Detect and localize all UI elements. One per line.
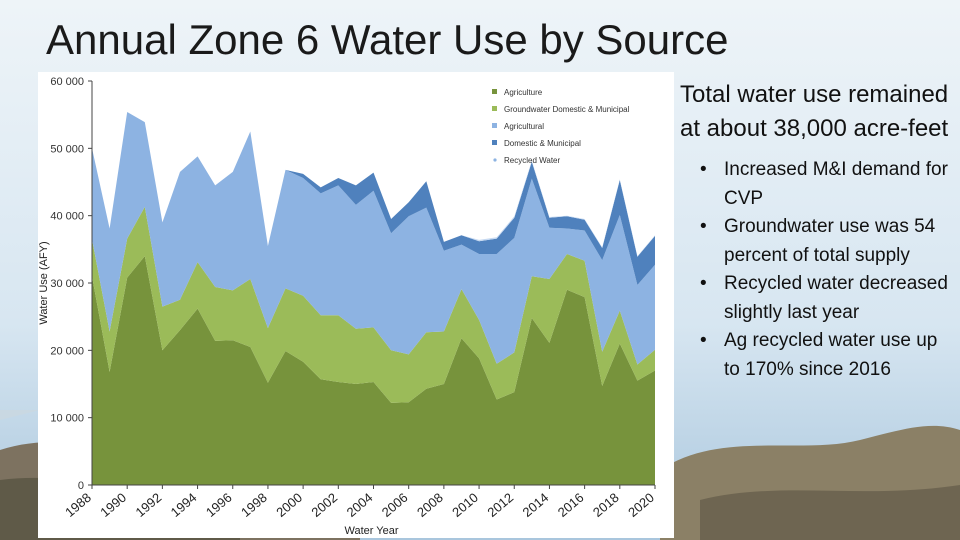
bullet-text: Recycled water decreased slightly last y… [724,273,948,323]
bullet-dot-icon: • [700,273,707,294]
y-tick-label: 60 000 [50,76,84,88]
stacked-area-chart: 0 10 000 20 000 30 000 40 000 50 000 60 000 198… [38,76,657,537]
legend-label: Groundwater Domestic & Municipal [504,105,630,114]
bullet-item: • Increased M&I demand for CVP [680,156,956,213]
x-tick-label: 2016 [555,490,587,520]
x-tick-label: 2004 [344,490,376,520]
y-tick-label: 40 000 [50,211,84,223]
area-agriculture [92,256,655,485]
area-domestic-municipal [92,112,655,285]
legend-swatch [493,158,497,162]
x-tick-label: 2012 [484,490,516,520]
bullet-dot-icon: • [700,330,707,351]
y-tick-label: 0 [78,480,84,492]
y-axis-title: Water Use (AFY) [38,241,50,324]
legend-swatch [492,140,497,145]
legend-swatch [492,106,497,111]
legend-label: Agricultural [504,122,544,131]
x-tick-label: 2020 [625,490,657,520]
legend-swatch [492,89,497,94]
x-tick-label: 1988 [62,490,94,520]
area-groundwater-domestic-municipal [92,206,655,403]
y-tick-label: 50 000 [50,143,84,155]
bullet-dot-icon: • [700,159,707,180]
y-tick-label: 30 000 [50,278,84,290]
bullet-text: Increased M&I demand for CVP [724,159,948,209]
chart-panel: 0 10 000 20 000 30 000 40 000 50 000 60 000 198… [38,72,674,538]
bullet-dot-icon: • [700,216,707,237]
legend-label: Domestic & Municipal [504,139,581,148]
legend-label: Agriculture [504,88,543,97]
bullet-list: • Increased M&I demand for CVP • Groundwat… [680,156,956,384]
x-tick-label: 1998 [238,490,270,520]
x-tick-label: 2014 [520,490,552,520]
area-agricultural [92,112,655,365]
x-tick-label: 1994 [168,490,200,520]
bullet-text: Ag recycled water use up to 170% since 2… [724,330,938,380]
bullet-item: • Recycled water decreased slightly last … [680,270,956,327]
area-recycled-water [92,112,655,257]
slide-title: Annual Zone 6 Water Use by Source [46,16,729,63]
bullet-item: • Ag recycled water use up to 170% since … [680,327,956,384]
y-tick-label: 10 000 [50,413,84,425]
x-tick-label: 1990 [97,490,129,520]
legend-swatch [492,123,497,128]
x-tick-label: 2002 [308,490,340,520]
x-tick-label: 2018 [590,490,622,520]
bullet-item: • Groundwater use was 54 percent of total… [680,213,956,270]
legend-label: Recycled Water [504,156,561,165]
x-tick-label: 2000 [273,490,305,520]
side-notes: Total water use remained at about 38,000… [680,78,956,384]
y-tick-label: 20 000 [50,345,84,357]
x-tick-label: 1992 [133,490,165,520]
x-tick-label: 2008 [414,490,446,520]
x-tick-label: 1996 [203,490,235,520]
x-tick-label: 2006 [379,490,411,520]
x-tick-label: 2010 [449,490,481,520]
side-heading: Total water use remained at about 38,000… [680,81,949,142]
bullet-text: Groundwater use was 54 percent of total … [724,216,936,266]
x-axis-title: Water Year [344,525,398,537]
